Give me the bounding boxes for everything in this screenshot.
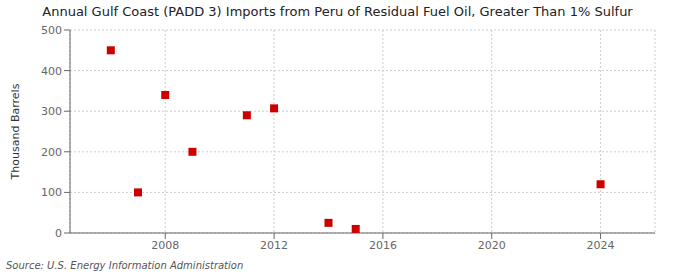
svg-text:100: 100 [41, 186, 62, 199]
svg-text:0: 0 [55, 227, 62, 240]
svg-text:2024: 2024 [587, 239, 615, 252]
svg-text:300: 300 [41, 105, 62, 118]
svg-text:2016: 2016 [369, 239, 397, 252]
svg-text:500: 500 [41, 24, 62, 37]
svg-text:400: 400 [41, 65, 62, 78]
svg-text:2020: 2020 [478, 239, 506, 252]
svg-text:2008: 2008 [151, 239, 179, 252]
svg-text:200: 200 [41, 146, 62, 159]
html-text:Annual Gulf Coast (PADD 3) Imp: Annual Gulf Coast (PADD 3) Imports from … [42, 4, 633, 19]
html-text:Source: U.S. Energy Informatio: Source: U.S. Energy Information Administ… [6, 260, 244, 271]
svg-text:Thousand Barrels: Thousand Barrels [9, 83, 22, 180]
svg-text:2012: 2012 [260, 239, 288, 252]
